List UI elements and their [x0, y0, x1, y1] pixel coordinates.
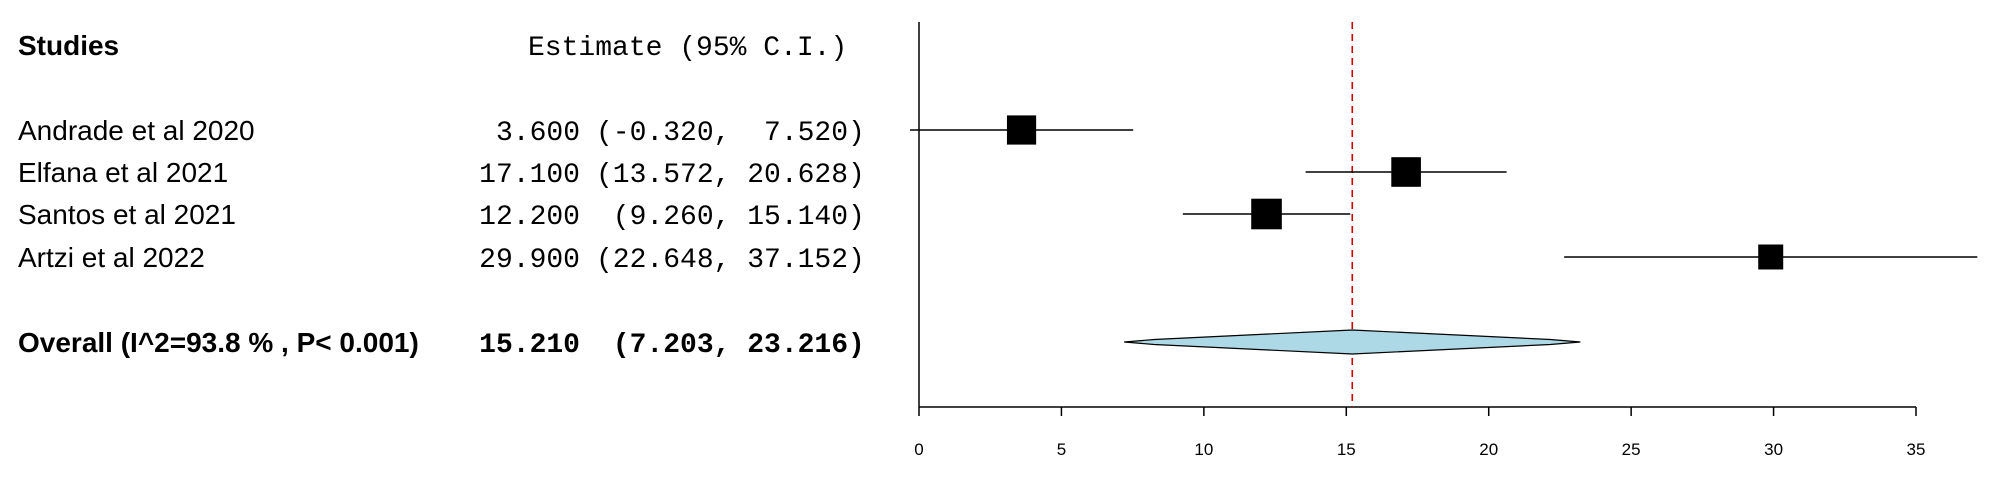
overall-ci: (7.203, 23.216) [596, 330, 865, 361]
study-estimate: 3.600 [496, 118, 580, 149]
study-name: Andrade et al 2020 [18, 115, 255, 146]
study-point-box [1006, 115, 1037, 145]
x-tick-label: 35 [1907, 440, 1926, 459]
study-estimate: 12.200 [479, 202, 580, 233]
study-name: Artzi et al 2022 [18, 242, 205, 273]
study-estimate: 17.100 [479, 160, 580, 191]
study-ci: (-0.320, 7.520) [596, 118, 865, 149]
overall-diamond [1124, 329, 1581, 355]
studies-header: Studies [18, 30, 119, 61]
study-ci: (9.260, 15.140) [596, 202, 865, 233]
study-ci: (13.572, 20.628) [596, 160, 865, 191]
x-tick-label: 5 [1057, 440, 1066, 459]
study-name: Elfana et al 2021 [18, 157, 228, 188]
x-tick-label: 10 [1194, 440, 1213, 459]
study-ci: (22.648, 37.152) [596, 245, 865, 276]
study-rows: Andrade et al 2020 3.600 (-0.320, 7.520) El… [18, 115, 865, 361]
estimate-header: Estimate (95% C.I.) [528, 33, 847, 64]
x-tick-label: 25 [1622, 440, 1641, 459]
study-point-box [1251, 198, 1282, 230]
overall-estimate: 15.210 [479, 330, 580, 361]
plot-area: 0 5 10 15 20 25 30 35 [910, 22, 1978, 459]
x-tick-label: 20 [1479, 440, 1498, 459]
study-estimate: 29.900 [479, 245, 580, 276]
overall-label: Overall (I^2=93.8 % , P< 0.001) [18, 327, 419, 358]
x-tick-label: 30 [1764, 440, 1783, 459]
study-point-box [1391, 157, 1421, 187]
study-name: Santos et al 2021 [18, 199, 236, 230]
study-point-box [1758, 244, 1784, 270]
x-tick-label: 15 [1337, 440, 1356, 459]
x-tick-label: 0 [914, 440, 923, 459]
